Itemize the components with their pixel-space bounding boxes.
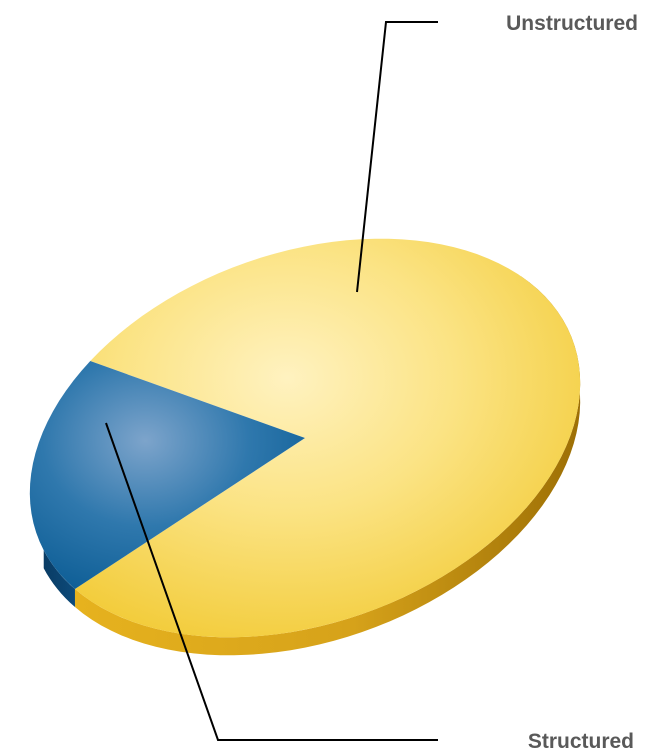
leader-lines	[105, 21, 438, 741]
label-unstructured: Unstructured	[506, 12, 638, 35]
pie-slice-unstructured	[74, 238, 581, 638]
pie-top-layer	[29, 238, 581, 638]
leader-line-unstructured	[356, 21, 438, 293]
pie-side-structured	[43, 550, 75, 608]
slice-labels: Unstructured Structured	[506, 12, 638, 753]
leader-line-structured	[105, 422, 438, 741]
pie-side-layer	[43, 276, 581, 656]
label-structured: Structured	[528, 730, 634, 753]
pie-slice-structured	[29, 361, 305, 590]
